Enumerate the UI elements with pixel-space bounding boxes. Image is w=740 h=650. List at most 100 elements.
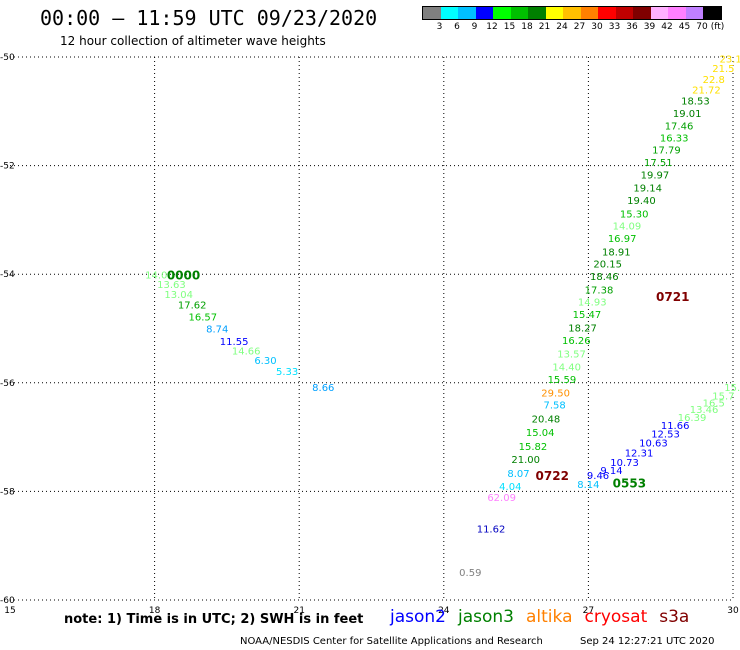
wave-height-point: 15.59 [548, 375, 577, 386]
legend-swatch [703, 7, 721, 19]
wave-height-point: 22.8 [703, 75, 725, 86]
legend-swatch [615, 7, 633, 19]
wave-height-point: 8.14 [577, 480, 599, 491]
lon-tick-label: 30 [727, 606, 739, 616]
wave-height-point: 16.33 [660, 133, 689, 144]
wave-height-point: 18.53 [681, 97, 710, 108]
wave-height-point: 15.47 [573, 310, 602, 321]
satellite-jason2: jason2 [390, 607, 446, 627]
legend-label: 24 [556, 22, 568, 32]
wave-height-point: 15.0 [724, 383, 740, 394]
wave-height-point: 17.51 [644, 158, 673, 169]
wave-height-point: 8.74 [206, 325, 228, 336]
legend-swatch [475, 7, 493, 19]
wave-height-point: 0.59 [459, 568, 481, 579]
legend-swatch [423, 7, 441, 19]
wave-height-point: 18.27 [568, 324, 597, 335]
wave-height-point: 14.00 [145, 270, 174, 281]
lon-tick-label: 21 [293, 606, 304, 616]
wave-height-point: 16.5 [703, 398, 725, 409]
lat-tick-label: -56 [0, 379, 15, 389]
legend-label: 33 [608, 22, 621, 32]
lat-tick-label: -58 [0, 487, 15, 497]
legend-label: 21 [538, 22, 551, 32]
pass-time-label: 0722 [536, 469, 569, 483]
wave-height-point: 23.1 [719, 55, 740, 66]
lon-tick-label: 18 [149, 606, 161, 616]
pass-time-label: 0553 [613, 476, 646, 490]
wave-height-point: 62.09 [487, 493, 516, 504]
wave-height-point: 18.46 [590, 272, 619, 283]
legend-label: 45 [678, 22, 691, 32]
legend-label: 36 [626, 22, 638, 32]
legend-label: 6 [454, 22, 460, 32]
axis-labels: 15 18 21 24 27 30 -50 -52 -54 -56 -58 -60 [0, 53, 739, 616]
lon-tick-label: 24 [438, 606, 450, 616]
credit-text: NOAA/NESDIS Center for Satellite Applica… [240, 636, 543, 647]
legend-swatch [458, 7, 476, 19]
wave-height-point: 14.40 [552, 363, 581, 374]
legend-swatch [598, 7, 616, 19]
legend-swatches [422, 6, 722, 20]
wave-height-point: 16.97 [608, 234, 637, 245]
wave-height-point: 12.53 [651, 429, 680, 440]
page-title: 00:00 – 11:59 UTC 09/23/2020 [40, 6, 378, 30]
legend-swatch [510, 7, 528, 19]
data-points: 14.0013.6313.0417.6216.578.7411.5514.666… [145, 55, 740, 579]
wave-height-point: 14.66 [232, 346, 261, 357]
wave-height-point: 19.14 [633, 183, 662, 194]
color-legend: 3 6 9 12 15 18 21 24 27 30 33 36 39 42 45 70 (ft) [422, 6, 725, 34]
legend-label: 15 [503, 22, 516, 32]
wave-height-point: 9.14 [600, 466, 622, 477]
grid [10, 56, 734, 601]
note-text: note: 1) Time is in UTC; 2) SWH is in fe… [64, 612, 364, 627]
wave-height-point: 17.79 [652, 145, 681, 156]
legend-swatch [545, 7, 563, 19]
wave-height-point: 17.46 [665, 122, 694, 133]
wave-height-point: 15.04 [526, 428, 555, 439]
wave-height-point: 16.26 [562, 336, 591, 347]
wave-height-point: 5.33 [276, 367, 298, 378]
legend-swatch [563, 7, 581, 19]
wave-height-point: 16.57 [188, 313, 217, 324]
legend-label: 39 [643, 22, 656, 32]
legend-swatch [528, 7, 546, 19]
lat-tick-label: -60 [0, 596, 15, 606]
legend-label: 70 [696, 22, 708, 32]
wave-height-point: 10.73 [610, 458, 639, 469]
legend-unit: (ft) [710, 22, 725, 32]
legend-label: 42 [661, 22, 673, 32]
wave-height-point: 15.30 [620, 209, 649, 220]
legend-swatch [580, 7, 598, 19]
legend-labels: 3 6 9 12 15 18 21 24 27 30 33 36 39 42 45 70 (ft) [422, 20, 725, 34]
wave-height-point: 12.31 [625, 448, 654, 459]
wave-height-point: 21.5 [712, 64, 734, 75]
lon-tick-label: 15 [4, 606, 15, 616]
pass-time-label: 0721 [656, 290, 689, 304]
wave-height-point: 16.39 [678, 413, 707, 424]
lat-tick-label: -50 [0, 53, 15, 63]
legend-label: 9 [471, 22, 478, 32]
page-subtitle: 12 hour collection of altimeter wave hei… [60, 34, 326, 48]
wave-height-point: 13.46 [690, 405, 719, 416]
wave-height-point: 11.62 [477, 524, 506, 535]
satellite-legend: jason2 jason3 altika cryosat s3a [390, 607, 701, 627]
wave-height-point: 8.66 [312, 383, 334, 394]
legend-label: 27 [573, 22, 586, 32]
legend-label: 18 [521, 22, 533, 32]
wave-height-point: 19.01 [673, 109, 702, 120]
wave-height-point: 4.04 [499, 482, 521, 493]
satellite-altika: altika [526, 607, 573, 627]
wave-height-point: 13.57 [557, 350, 586, 361]
legend-swatch [668, 7, 686, 19]
wave-height-point: 17.38 [585, 285, 614, 296]
wave-height-point: 13.63 [157, 280, 186, 291]
satellite-s3a: s3a [659, 607, 690, 627]
wave-height-point: 7.58 [544, 401, 566, 412]
satellite-cryosat: cryosat [584, 607, 648, 627]
legend-label: 3 [436, 22, 443, 32]
wave-height-point: 14.09 [613, 221, 642, 232]
wave-height-point: 20.48 [532, 415, 561, 426]
wave-height-point: 9.46 [587, 471, 609, 482]
